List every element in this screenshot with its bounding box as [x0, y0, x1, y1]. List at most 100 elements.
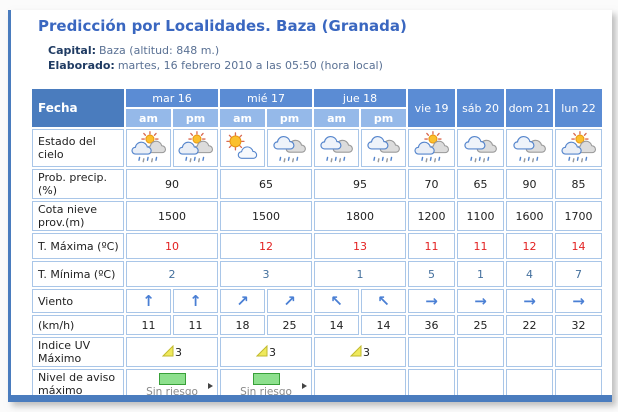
windspeed-cell: 22 — [506, 315, 554, 335]
wind-direction-icon: ↗ — [267, 289, 313, 313]
wind-direction-icon: ↖ — [314, 289, 360, 313]
windspeed-cell: 25 — [267, 315, 313, 335]
snow-cell: 1500 — [220, 201, 313, 231]
uv-value: 3 — [363, 345, 371, 359]
weather-icon-cell — [408, 129, 456, 167]
risk-level-cell-empty — [555, 369, 603, 399]
ampm-header: am — [220, 109, 266, 127]
weather-icon-cell — [267, 129, 313, 167]
uv-cell: 3 — [220, 337, 313, 367]
row-label-tmax: T. Máxima (ºC) — [32, 233, 124, 259]
weather-icon-cell — [314, 129, 360, 167]
risk-level-cell-empty — [314, 369, 407, 399]
ampm-header: pm — [267, 109, 313, 127]
row-label-wind: Viento — [32, 289, 124, 313]
row-label-uv: Indice UV Máximo — [32, 337, 124, 367]
uv-flag-icon — [161, 344, 174, 360]
wind-direction-icon: ↖ — [361, 289, 407, 313]
uv-cell-empty — [457, 337, 505, 367]
row-label-sky: Estado del cielo — [32, 129, 124, 167]
windspeed-cell: 25 — [457, 315, 505, 335]
tmax-cell: 12 — [506, 233, 554, 259]
location-meta: Capital: Baza (altitud: 848 m.) Elaborado… — [11, 35, 612, 73]
precip-cell: 65 — [457, 169, 505, 199]
wind-direction-icon: → — [408, 289, 456, 313]
windspeed-cell: 11 — [126, 315, 171, 335]
ampm-header: pm — [361, 109, 407, 127]
ampm-header: pm — [173, 109, 219, 127]
fecha-header: Fecha — [32, 89, 124, 127]
weather-icon-cell — [220, 129, 266, 167]
page-title: Predicción por Localidades. Baza (Granad… — [38, 17, 407, 35]
windspeed-cell: 36 — [408, 315, 456, 335]
tmin-cell: 3 — [220, 261, 313, 287]
tmax-cell: 13 — [314, 233, 407, 259]
tmax-cell: 11 — [408, 233, 456, 259]
forecast-table: Fecha mar 16 mié 17 jue 18 vie 19 sáb 20… — [30, 87, 604, 401]
risk-level-cell-empty — [408, 369, 456, 399]
snow-cell: 1200 — [408, 201, 456, 231]
expand-arrow-icon[interactable] — [208, 383, 214, 389]
uv-cell: 3 — [126, 337, 219, 367]
snow-cell: 1700 — [555, 201, 603, 231]
precip-cell: 70 — [408, 169, 456, 199]
day-header-mie17: mié 17 — [220, 89, 313, 107]
elaborado-value: martes, 16 febrero 2010 a las 05:50 (hor… — [117, 58, 383, 72]
tmin-cell: 1 — [314, 261, 407, 287]
tmax-cell: 14 — [555, 233, 603, 259]
risk-level-cell-empty — [506, 369, 554, 399]
day-header-dom21: dom 21 — [506, 89, 554, 127]
risk-level-indicator — [252, 373, 280, 385]
tmax-cell: 12 — [220, 233, 313, 259]
uv-cell-empty — [506, 337, 554, 367]
windspeed-cell: 18 — [220, 315, 266, 335]
precip-cell: 90 — [126, 169, 219, 199]
uv-cell-empty — [408, 337, 456, 367]
risk-level-indicator — [158, 373, 186, 385]
row-label-aviso: Nivel de aviso máximo — [32, 369, 124, 399]
tmin-cell: 2 — [126, 261, 219, 287]
elaborado-line: Elaborado: martes, 16 febrero 2010 a las … — [48, 59, 612, 74]
precip-cell: 90 — [506, 169, 554, 199]
capital-label: Capital: — [48, 44, 96, 57]
row-label-precip: Prob. precip.(%) — [32, 169, 124, 199]
ampm-header: am — [314, 109, 360, 127]
wind-direction-icon: → — [506, 289, 554, 313]
wind-direction-icon: → — [555, 289, 603, 313]
weather-icon-cell — [126, 129, 171, 167]
weather-icon-cell — [555, 129, 603, 167]
row-label-tmin: T. Mínima (ºC) — [32, 261, 124, 287]
weather-icon-cell — [506, 129, 554, 167]
wind-direction-icon: → — [457, 289, 505, 313]
bottom-accent-bar — [8, 395, 612, 402]
expand-arrow-icon[interactable] — [302, 383, 308, 389]
windspeed-cell: 14 — [361, 315, 407, 335]
snow-cell: 1800 — [314, 201, 407, 231]
snow-cell: 1500 — [126, 201, 219, 231]
capital-line: Capital: Baza (altitud: 848 m.) — [48, 44, 612, 59]
day-header-mar16: mar 16 — [126, 89, 219, 107]
row-label-windspeed: (km/h) — [32, 315, 124, 335]
wind-direction-icon: ↑ — [126, 289, 171, 313]
row-label-snow: Cota nieve prov.(m) — [32, 201, 124, 231]
day-header-sab20: sáb 20 — [457, 89, 505, 127]
weather-icon-cell — [457, 129, 505, 167]
uv-value: 3 — [175, 345, 182, 359]
risk-level-cell[interactable]: Sin riesgo — [126, 369, 219, 399]
day-header-jue18: jue 18 — [314, 89, 407, 107]
tmin-cell: 7 — [555, 261, 603, 287]
wind-direction-icon: ↑ — [173, 289, 219, 313]
uv-value: 3 — [269, 345, 277, 359]
tmax-cell: 10 — [126, 233, 219, 259]
forecast-panel: Predicción por Localidades. Baza (Granad… — [8, 10, 612, 402]
uv-flag-icon — [349, 344, 362, 360]
day-header-lun22: lun 22 — [555, 89, 603, 127]
capital-value: Baza (altitud: 848 m.) — [99, 44, 220, 57]
precip-cell: 95 — [314, 169, 407, 199]
uv-cell-empty — [555, 337, 603, 367]
snow-cell: 1100 — [457, 201, 505, 231]
elaborado-label: Elaborado: — [48, 58, 115, 72]
tmin-cell: 5 — [408, 261, 456, 287]
windspeed-cell: 11 — [173, 315, 219, 335]
day-header-vie19: vie 19 — [408, 89, 456, 127]
